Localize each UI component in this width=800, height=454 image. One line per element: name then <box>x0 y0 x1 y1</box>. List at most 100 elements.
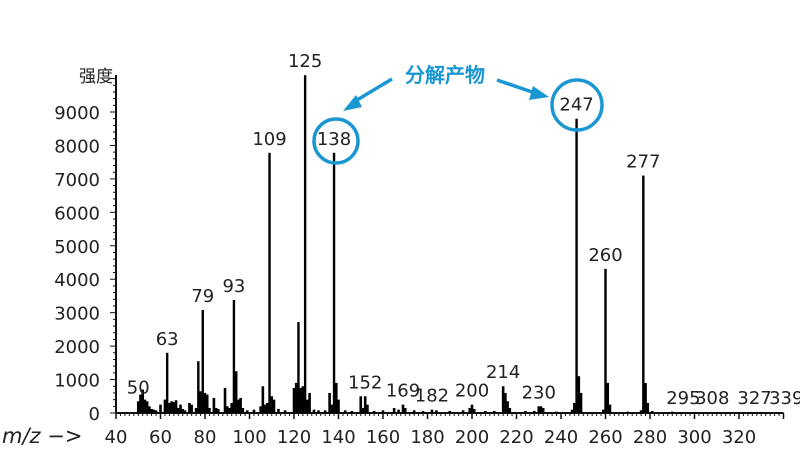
peak-label-93: 93 <box>222 276 245 297</box>
peak-label-169: 169 <box>386 381 420 402</box>
peak-bar <box>401 404 405 413</box>
peak-bar <box>237 399 240 413</box>
axes: 40 60 80 100 120 140 160 180 200 220 240 260 280 300 3… <box>54 75 785 448</box>
peak-bar <box>468 407 472 413</box>
peak-label-50: 50 <box>127 377 150 398</box>
peak-bar <box>366 404 369 413</box>
y-axis-label: 强度 <box>79 67 113 87</box>
y-tick-label: 8000 <box>54 136 100 157</box>
peak-bar <box>245 410 249 413</box>
peak-label-295: 295 <box>666 388 700 409</box>
peak-bar <box>537 406 541 413</box>
peak-bar <box>492 410 496 413</box>
x-tick-label: 220 <box>499 427 533 448</box>
peak-bar <box>555 411 558 413</box>
peak-bar <box>205 394 209 413</box>
peak-bar <box>136 401 140 413</box>
peak-bar <box>234 371 238 413</box>
peak-bar <box>241 407 245 413</box>
arrow-line-left <box>351 77 393 105</box>
peak-bar <box>435 410 438 413</box>
peak-bar <box>217 408 220 413</box>
y-tick-label: 6000 <box>54 203 100 224</box>
peak-bar <box>208 407 211 413</box>
peak-label-63: 63 <box>156 329 179 350</box>
y-tick-label: 7000 <box>54 170 100 191</box>
peak-bar <box>539 406 543 413</box>
y-tick-label: 9000 <box>54 103 100 124</box>
peak-bar <box>188 402 191 413</box>
peak-label-125: 125 <box>288 51 322 72</box>
peak-bar <box>152 409 156 413</box>
x-tick-label: 240 <box>544 427 578 448</box>
peak-bar <box>606 382 610 413</box>
peak-bar <box>297 322 300 413</box>
peak-bar <box>201 309 204 413</box>
peak-bar <box>472 408 476 413</box>
peak-bar <box>421 410 425 413</box>
peak-bar <box>317 410 320 413</box>
x-tick-label: 120 <box>277 427 311 448</box>
peak-bar <box>283 410 287 413</box>
peak-label-260: 260 <box>588 245 622 266</box>
peak-bar <box>292 387 296 413</box>
peak-bar <box>259 406 262 413</box>
y-tick-label: 1000 <box>54 371 100 392</box>
x-tick-label: 60 <box>149 427 172 448</box>
peak-label-327: 327 <box>737 388 771 409</box>
y-tick-label: 5000 <box>54 237 100 258</box>
peak-bar <box>579 392 583 413</box>
peak-bar <box>145 401 149 413</box>
peaks <box>136 75 763 413</box>
peak-bar <box>573 402 576 413</box>
peak-bar <box>172 401 176 413</box>
peak-bar <box>197 361 200 413</box>
peak-label-277: 277 <box>626 152 660 173</box>
peak-bar <box>270 396 274 413</box>
x-axis-label: m/z −> <box>2 424 82 448</box>
peak-bar <box>392 407 396 413</box>
x-tick-label: 280 <box>633 427 667 448</box>
peak-bar <box>381 410 385 413</box>
peak-bar <box>737 411 741 413</box>
peak-bar <box>199 391 202 413</box>
peak-bar <box>670 411 674 413</box>
peak-bar <box>239 397 242 413</box>
arrow-head-right <box>529 86 549 100</box>
annotation: 分解产物 <box>312 63 604 165</box>
peak-label-79: 79 <box>191 286 214 307</box>
peak-bar <box>294 382 298 413</box>
peak-bar <box>330 404 334 413</box>
annotation-text: 分解产物 <box>405 63 485 87</box>
peak-bar <box>203 392 207 413</box>
peak-bar <box>179 404 182 413</box>
peak-bar <box>363 396 367 413</box>
peak-bar <box>148 406 151 413</box>
x-tick-label: 80 <box>194 427 217 448</box>
peak-bar <box>277 408 280 413</box>
peak-bar <box>693 411 696 413</box>
peak-bar <box>508 407 512 413</box>
peak-bar <box>626 411 630 413</box>
peak-bar <box>139 394 142 413</box>
peak-bar <box>323 410 327 413</box>
peak-bar <box>181 408 185 413</box>
peak-label-182: 182 <box>415 386 449 407</box>
peak-bar <box>232 299 236 413</box>
peak-bar <box>715 411 719 413</box>
x-tick-label: 180 <box>410 427 444 448</box>
peak-bar <box>504 392 507 413</box>
peak-bar <box>577 376 581 413</box>
peak-bar <box>642 175 645 413</box>
x-tick-label: 200 <box>455 427 489 448</box>
peak-bar <box>646 402 650 413</box>
peak-bar <box>170 401 173 413</box>
peak-label-109: 109 <box>252 129 286 150</box>
peak-bar <box>337 399 340 413</box>
y-tick-label: 2000 <box>54 337 100 358</box>
x-tick-label: 40 <box>105 427 128 448</box>
peak-bar <box>214 407 218 413</box>
peak-bar <box>223 387 227 413</box>
peak-bar <box>308 392 311 413</box>
peak-bar <box>141 389 144 413</box>
